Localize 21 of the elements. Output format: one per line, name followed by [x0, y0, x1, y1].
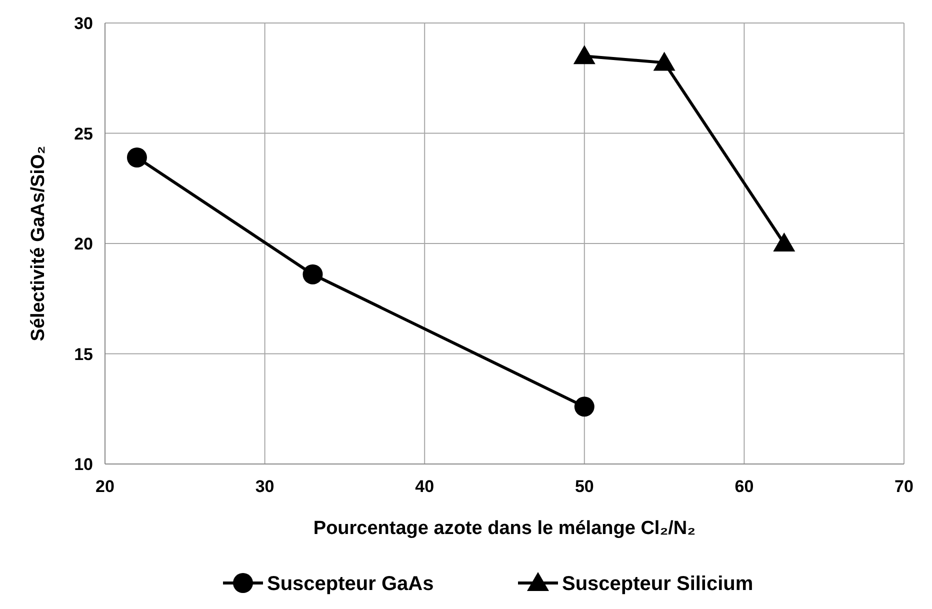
x-tick-label: 60 [734, 477, 754, 496]
x-tick-label: 70 [894, 477, 914, 496]
y-tick-label: 20 [74, 234, 93, 254]
x-axis-title: Pourcentage azote dans le mélange Cl₂/N₂ [313, 518, 696, 539]
point [773, 232, 796, 252]
point [302, 264, 323, 284]
x-tick-label: 20 [96, 477, 114, 496]
legend-label: Suscepteur GaAs [267, 573, 434, 595]
x-tick-label: 30 [255, 477, 274, 496]
x-tick-label: 40 [415, 477, 434, 496]
point [126, 148, 147, 168]
point [573, 45, 596, 64]
point [574, 396, 594, 417]
y-tick-label: 30 [74, 14, 93, 33]
point [653, 52, 676, 71]
x-tick-label: 50 [574, 477, 594, 496]
y-axis-title: Sélectivité GaAs/SiO₂ [28, 146, 49, 342]
y-tick-label: 10 [74, 455, 93, 474]
y-tick-label: 25 [74, 124, 93, 144]
y-tick-label: 15 [74, 344, 93, 364]
legend-label: Suscepteur Silicium [562, 573, 754, 595]
